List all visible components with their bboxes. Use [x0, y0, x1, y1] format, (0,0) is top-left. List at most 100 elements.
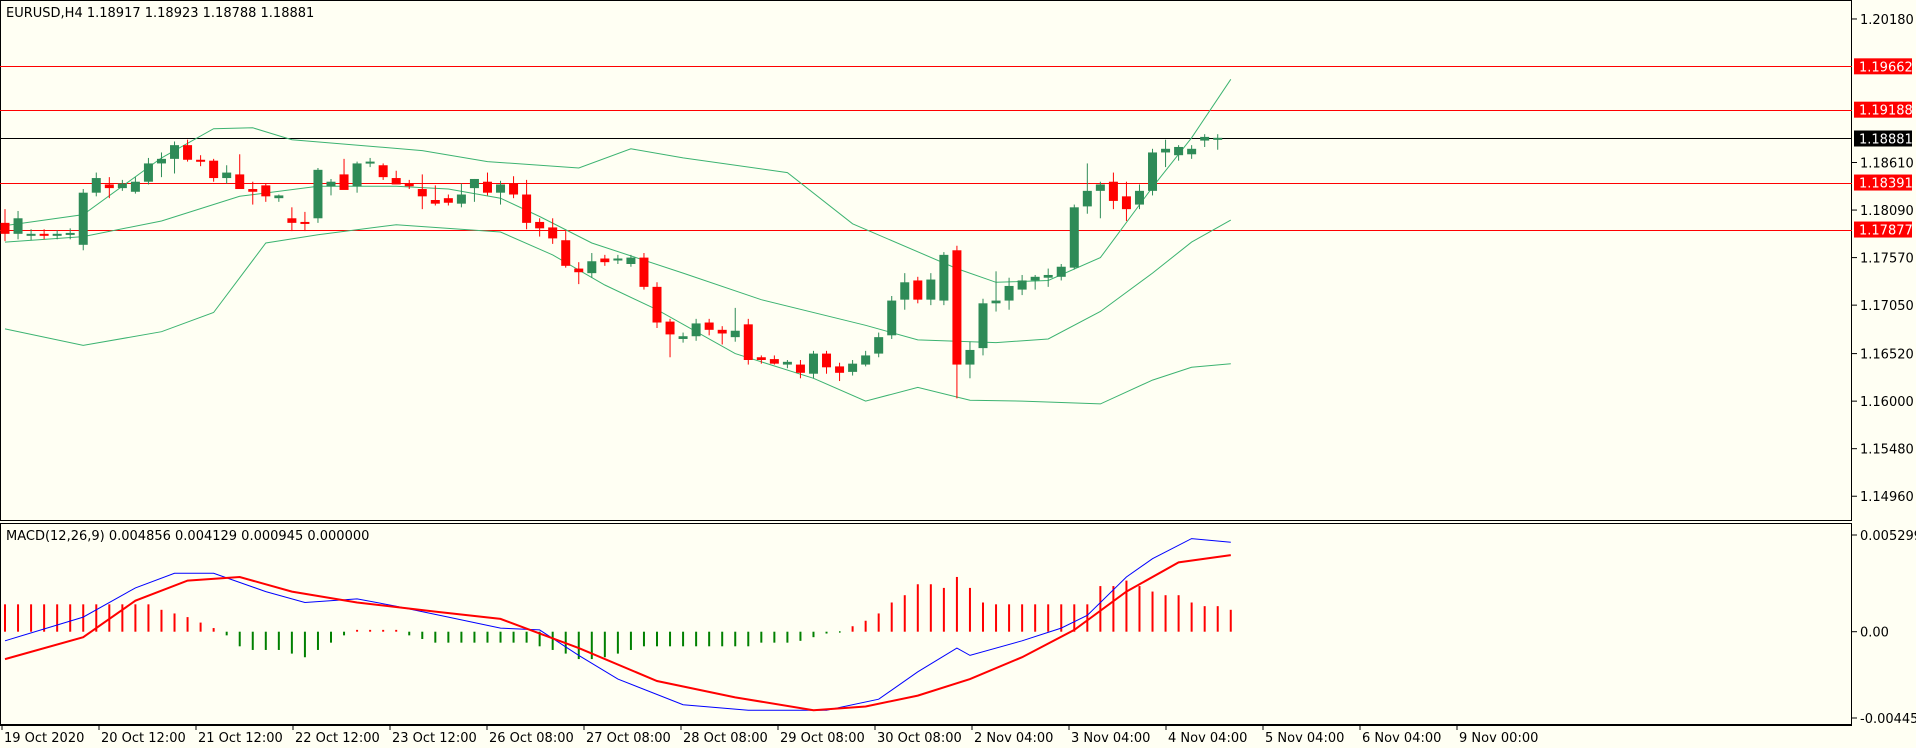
candle-body[interactable] [1187, 148, 1197, 155]
candle-body[interactable] [13, 218, 23, 234]
candle-body[interactable] [170, 145, 180, 159]
candle-body[interactable] [665, 321, 675, 335]
candle-body[interactable] [1043, 274, 1053, 278]
candle-body[interactable] [235, 174, 245, 190]
candle-body[interactable] [704, 322, 714, 330]
candle-body[interactable] [1148, 152, 1158, 191]
candle-body[interactable] [1161, 148, 1171, 153]
candle-body[interactable] [756, 357, 766, 360]
candle-body[interactable] [717, 329, 727, 334]
candle-body[interactable] [1082, 190, 1092, 207]
candle-body[interactable] [691, 323, 701, 337]
price-panel[interactable] [0, 0, 1852, 521]
candle-body[interactable] [130, 181, 140, 192]
level-price-label: 1.19662 [1859, 60, 1913, 75]
candle-body[interactable] [1069, 207, 1079, 268]
candle-body[interactable] [1108, 181, 1118, 201]
candle-body[interactable] [209, 160, 219, 179]
candle-body[interactable] [1004, 285, 1014, 301]
candle-body[interactable] [561, 240, 571, 266]
candle-body[interactable] [1017, 280, 1027, 290]
candle-body[interactable] [26, 233, 36, 236]
candle-body[interactable] [822, 353, 832, 368]
candle-body[interactable] [652, 286, 662, 323]
candle-body[interactable] [639, 257, 649, 287]
candle-body[interactable] [222, 172, 232, 179]
candle-body[interactable] [1095, 184, 1105, 191]
candle-body[interactable] [522, 194, 532, 223]
candle-body[interactable] [91, 178, 101, 193]
candle-body[interactable] [548, 227, 558, 239]
macd-panel[interactable] [0, 523, 1852, 725]
candle-body[interactable] [1030, 276, 1040, 281]
candle-body[interactable] [887, 300, 897, 336]
candle-body[interactable] [391, 178, 401, 185]
candle-body[interactable] [261, 185, 271, 197]
candle-body[interactable] [952, 250, 962, 365]
candle-body[interactable] [417, 189, 427, 197]
candle-body[interactable] [600, 258, 610, 263]
candle-body[interactable] [926, 279, 936, 300]
candle-body[interactable] [730, 330, 740, 338]
candle-body[interactable] [0, 222, 10, 234]
candle-body[interactable] [456, 194, 466, 204]
candle-body[interactable] [339, 174, 349, 190]
candle-body[interactable] [117, 183, 127, 189]
candle-body[interactable] [313, 169, 323, 219]
candle-body[interactable] [196, 159, 206, 162]
candle-body[interactable] [469, 178, 479, 189]
candle-body[interactable] [1134, 190, 1144, 205]
candle-body[interactable] [183, 145, 193, 160]
candle-body[interactable] [65, 232, 75, 235]
candle-body[interactable] [143, 163, 153, 182]
candle-body[interactable] [1121, 196, 1131, 210]
candle-body[interactable] [795, 364, 805, 373]
candle-body[interactable] [482, 181, 492, 193]
candle-body[interactable] [991, 300, 1001, 304]
candle-body[interactable] [808, 353, 818, 374]
candle-body[interactable] [274, 195, 284, 199]
candle-body[interactable] [913, 280, 923, 300]
candle-body[interactable] [52, 233, 62, 236]
candle-body[interactable] [1213, 137, 1223, 140]
time-tick-label: 9 Nov 00:00 [1459, 731, 1538, 746]
candle-body[interactable] [574, 268, 584, 273]
candle-body[interactable] [1056, 266, 1066, 277]
candle-body[interactable] [326, 181, 336, 187]
candle-body[interactable] [678, 336, 688, 339]
candle-body[interactable] [861, 355, 871, 365]
candle-body[interactable] [430, 200, 440, 204]
candle-body[interactable] [378, 165, 388, 178]
candle-body[interactable] [156, 158, 166, 164]
candle-body[interactable] [939, 254, 949, 301]
candle-body[interactable] [509, 183, 519, 195]
candle-body[interactable] [248, 189, 258, 192]
candle-body[interactable] [782, 361, 792, 365]
candle-body[interactable] [1174, 146, 1184, 156]
candle-body[interactable] [352, 163, 362, 187]
candle-body[interactable] [78, 192, 88, 245]
candle-body[interactable] [587, 261, 597, 274]
candle-body[interactable] [848, 363, 858, 372]
candle-body[interactable] [365, 161, 375, 164]
candle-body[interactable] [835, 366, 845, 373]
candle-body[interactable] [769, 359, 779, 364]
candle-body[interactable] [39, 233, 49, 236]
candle-body[interactable] [626, 257, 636, 264]
candle-body[interactable] [496, 184, 506, 193]
candle-body[interactable] [104, 184, 114, 189]
candle-body[interactable] [535, 221, 545, 229]
candle-body[interactable] [743, 324, 753, 360]
candle-body[interactable] [978, 303, 988, 349]
candle-body[interactable] [874, 337, 884, 354]
level-price-label: 1.19188 [1859, 104, 1913, 119]
candle-body[interactable] [300, 221, 310, 224]
candle-body[interactable] [900, 282, 910, 300]
candle-body[interactable] [443, 198, 453, 203]
candle-body[interactable] [1200, 136, 1210, 141]
candle-body[interactable] [287, 218, 297, 223]
candle-body[interactable] [613, 258, 623, 261]
candle-body[interactable] [965, 349, 975, 365]
candle-body[interactable] [404, 183, 414, 187]
